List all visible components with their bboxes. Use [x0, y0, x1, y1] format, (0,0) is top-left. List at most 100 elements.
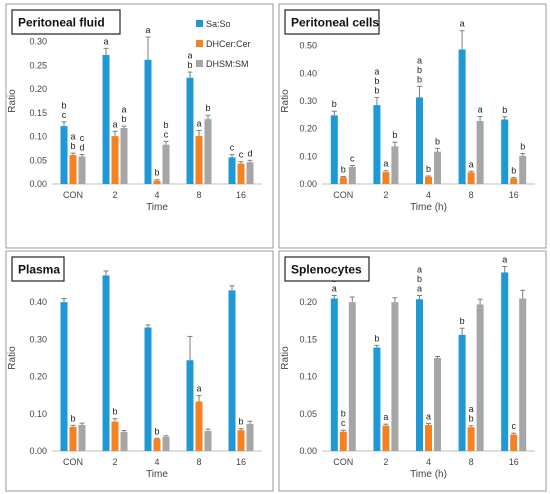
x-axis-title: Time [146, 469, 168, 480]
bar-dhsmsm [162, 436, 170, 451]
significance-letter: c [80, 133, 85, 143]
bar-saso [102, 54, 110, 184]
legend-label: Sa:So [206, 19, 231, 29]
bar-dhcercer [237, 430, 245, 451]
bar-dhsmsm [204, 430, 212, 451]
significance-letter: a [112, 119, 117, 129]
significance-letter: b [70, 413, 75, 423]
y-tick-label: 0.30 [29, 334, 47, 344]
significance-letter: c [511, 421, 516, 431]
significance-letter: b [163, 120, 168, 130]
bar-dhcercer [111, 421, 119, 451]
x-tick-label: 8 [469, 457, 474, 467]
significance-letter: b [121, 114, 126, 124]
bar-saso [330, 115, 338, 184]
significance-letter: c [350, 153, 355, 163]
bar-dhcercer [69, 155, 77, 184]
bar-dhcercer [195, 401, 203, 451]
significance-letter: d [79, 143, 84, 153]
significance-letter: b [417, 65, 422, 75]
y-tick-label: 0.05 [29, 155, 47, 165]
bar-dhsmsm [78, 156, 86, 184]
y-tick-label: 0.10 [299, 151, 317, 161]
significance-letter: a [469, 404, 474, 414]
x-axis-title: Time (h) [410, 202, 447, 213]
bar-dhsmsm [204, 119, 212, 184]
significance-letter: b [374, 333, 379, 343]
significance-letter: b [435, 136, 440, 146]
significance-letter: c [164, 129, 169, 139]
significance-letter: a [383, 412, 388, 422]
x-tick-label: 16 [509, 190, 519, 200]
legend-swatch [196, 20, 203, 27]
y-tick-label: 0.25 [29, 60, 47, 70]
significance-letter: b [61, 100, 66, 110]
y-tick-label: 0.30 [299, 96, 317, 106]
significance-letter: a [426, 411, 431, 421]
significance-letter: a [417, 284, 422, 294]
significance-letter: c [341, 418, 346, 428]
y-tick-label: 0.00 [29, 179, 47, 189]
bar-dhcercer [467, 172, 475, 184]
significance-letter: b [502, 105, 507, 115]
legend [192, 14, 262, 72]
y-tick-label: 0.10 [29, 409, 47, 419]
significance-letter: c [62, 110, 67, 120]
significance-letter: b [341, 165, 346, 175]
significance-letter: a [460, 19, 465, 29]
bar-saso [186, 77, 194, 184]
bar-saso [60, 126, 68, 184]
significance-letter: a [383, 159, 388, 169]
y-tick-label: 0.00 [299, 446, 317, 456]
significance-letter: b [417, 74, 422, 84]
y-tick-label: 0.10 [299, 372, 317, 382]
significance-letter: c [230, 143, 235, 153]
x-tick-label: 8 [196, 457, 201, 467]
x-tick-label: CON [63, 190, 83, 200]
y-tick-label: 0.20 [29, 84, 47, 94]
bar-saso [458, 49, 466, 184]
significance-letter: b [426, 164, 431, 174]
bar-saso [458, 334, 466, 451]
x-tick-label: 8 [469, 190, 474, 200]
legend-swatch [196, 60, 203, 67]
legend-label: DHSM:SM [206, 59, 249, 69]
y-tick-label: 0.30 [29, 37, 47, 47]
bar-saso [416, 299, 423, 451]
significance-letter: b [392, 130, 397, 140]
bar-dhcercer [237, 163, 245, 184]
y-tick-label: 0.40 [29, 297, 47, 307]
significance-letter: b [511, 166, 516, 176]
significance-letter: a [70, 132, 75, 142]
bar-saso [373, 347, 381, 451]
bar-dhsmsm [348, 302, 356, 451]
panel-3: 0.000.050.100.150.200.25abababababcaaabc… [278, 250, 547, 492]
bar-dhsmsm [348, 166, 356, 184]
bar-saso [501, 272, 509, 451]
x-tick-label: 2 [383, 457, 388, 467]
bar-dhcercer [467, 427, 475, 451]
y-axis-title: Ratio [280, 89, 291, 113]
significance-letter: a [502, 254, 507, 264]
bar-dhsmsm [476, 120, 484, 184]
x-tick-label: 4 [154, 457, 159, 467]
bar-dhcercer [425, 176, 432, 184]
significance-letter: d [247, 148, 252, 158]
x-tick-label: 4 [426, 190, 431, 200]
significance-letter: b [154, 168, 159, 178]
bar-dhsmsm [162, 144, 170, 184]
panel-0: 0.000.050.100.150.200.250.300.35bcaaabca… [5, 3, 274, 249]
bar-dhsmsm [120, 128, 128, 184]
significance-letter: b [238, 417, 243, 427]
bar-saso [416, 97, 423, 184]
bar-dhsmsm [434, 358, 441, 451]
x-axis-title: Time [146, 202, 168, 213]
x-tick-label: 16 [236, 190, 246, 200]
significance-letter: b [374, 76, 379, 86]
significance-letter: b [469, 414, 474, 424]
significance-letter: b [374, 85, 379, 95]
title-box [284, 9, 380, 35]
significance-letter: a [103, 36, 108, 46]
chart-title: Peritoneal fluid [18, 16, 105, 30]
bar-dhsmsm [519, 298, 527, 451]
